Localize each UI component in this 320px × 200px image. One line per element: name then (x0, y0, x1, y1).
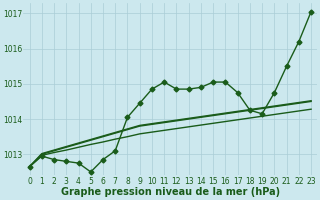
X-axis label: Graphe pression niveau de la mer (hPa): Graphe pression niveau de la mer (hPa) (61, 187, 280, 197)
